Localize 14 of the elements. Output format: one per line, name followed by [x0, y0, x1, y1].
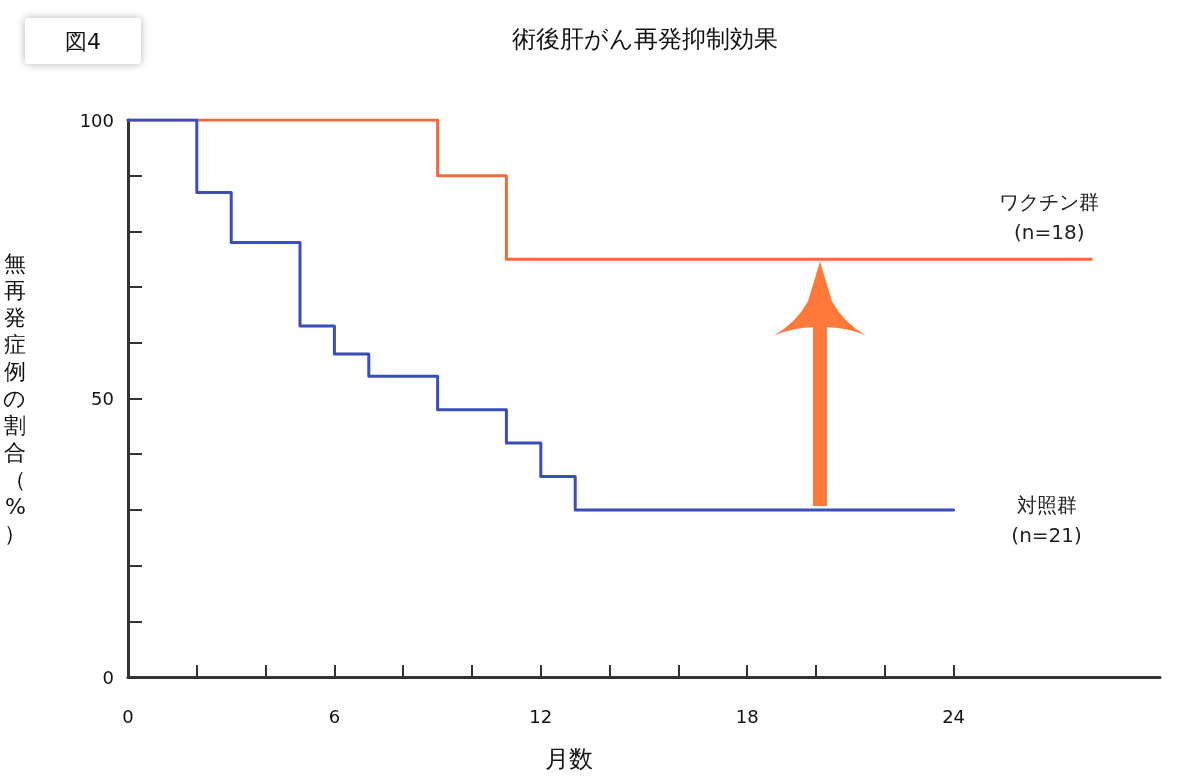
x-tick-label: 18 [735, 705, 759, 727]
y-tick-label: 0 [102, 666, 114, 688]
text: 対照群 (n=21) [1011, 492, 1082, 547]
x-tick-label: 12 [529, 705, 553, 727]
y-tick-label: 100 [79, 109, 114, 131]
x-axis-title: 月数 [545, 745, 593, 773]
x-tick-label: 6 [328, 705, 341, 727]
series-label: ワクチン群 (n=18) [999, 190, 1100, 245]
x-tick-label: 24 [942, 705, 966, 727]
caption: 図4 [65, 28, 101, 54]
x-tick-label: 0 [122, 705, 134, 727]
chart-title: 術後肝がん再発抑制効果 [512, 25, 778, 53]
text: 無再発症例の割合（%） [3, 251, 26, 546]
y-tick-label: 50 [91, 388, 114, 409]
